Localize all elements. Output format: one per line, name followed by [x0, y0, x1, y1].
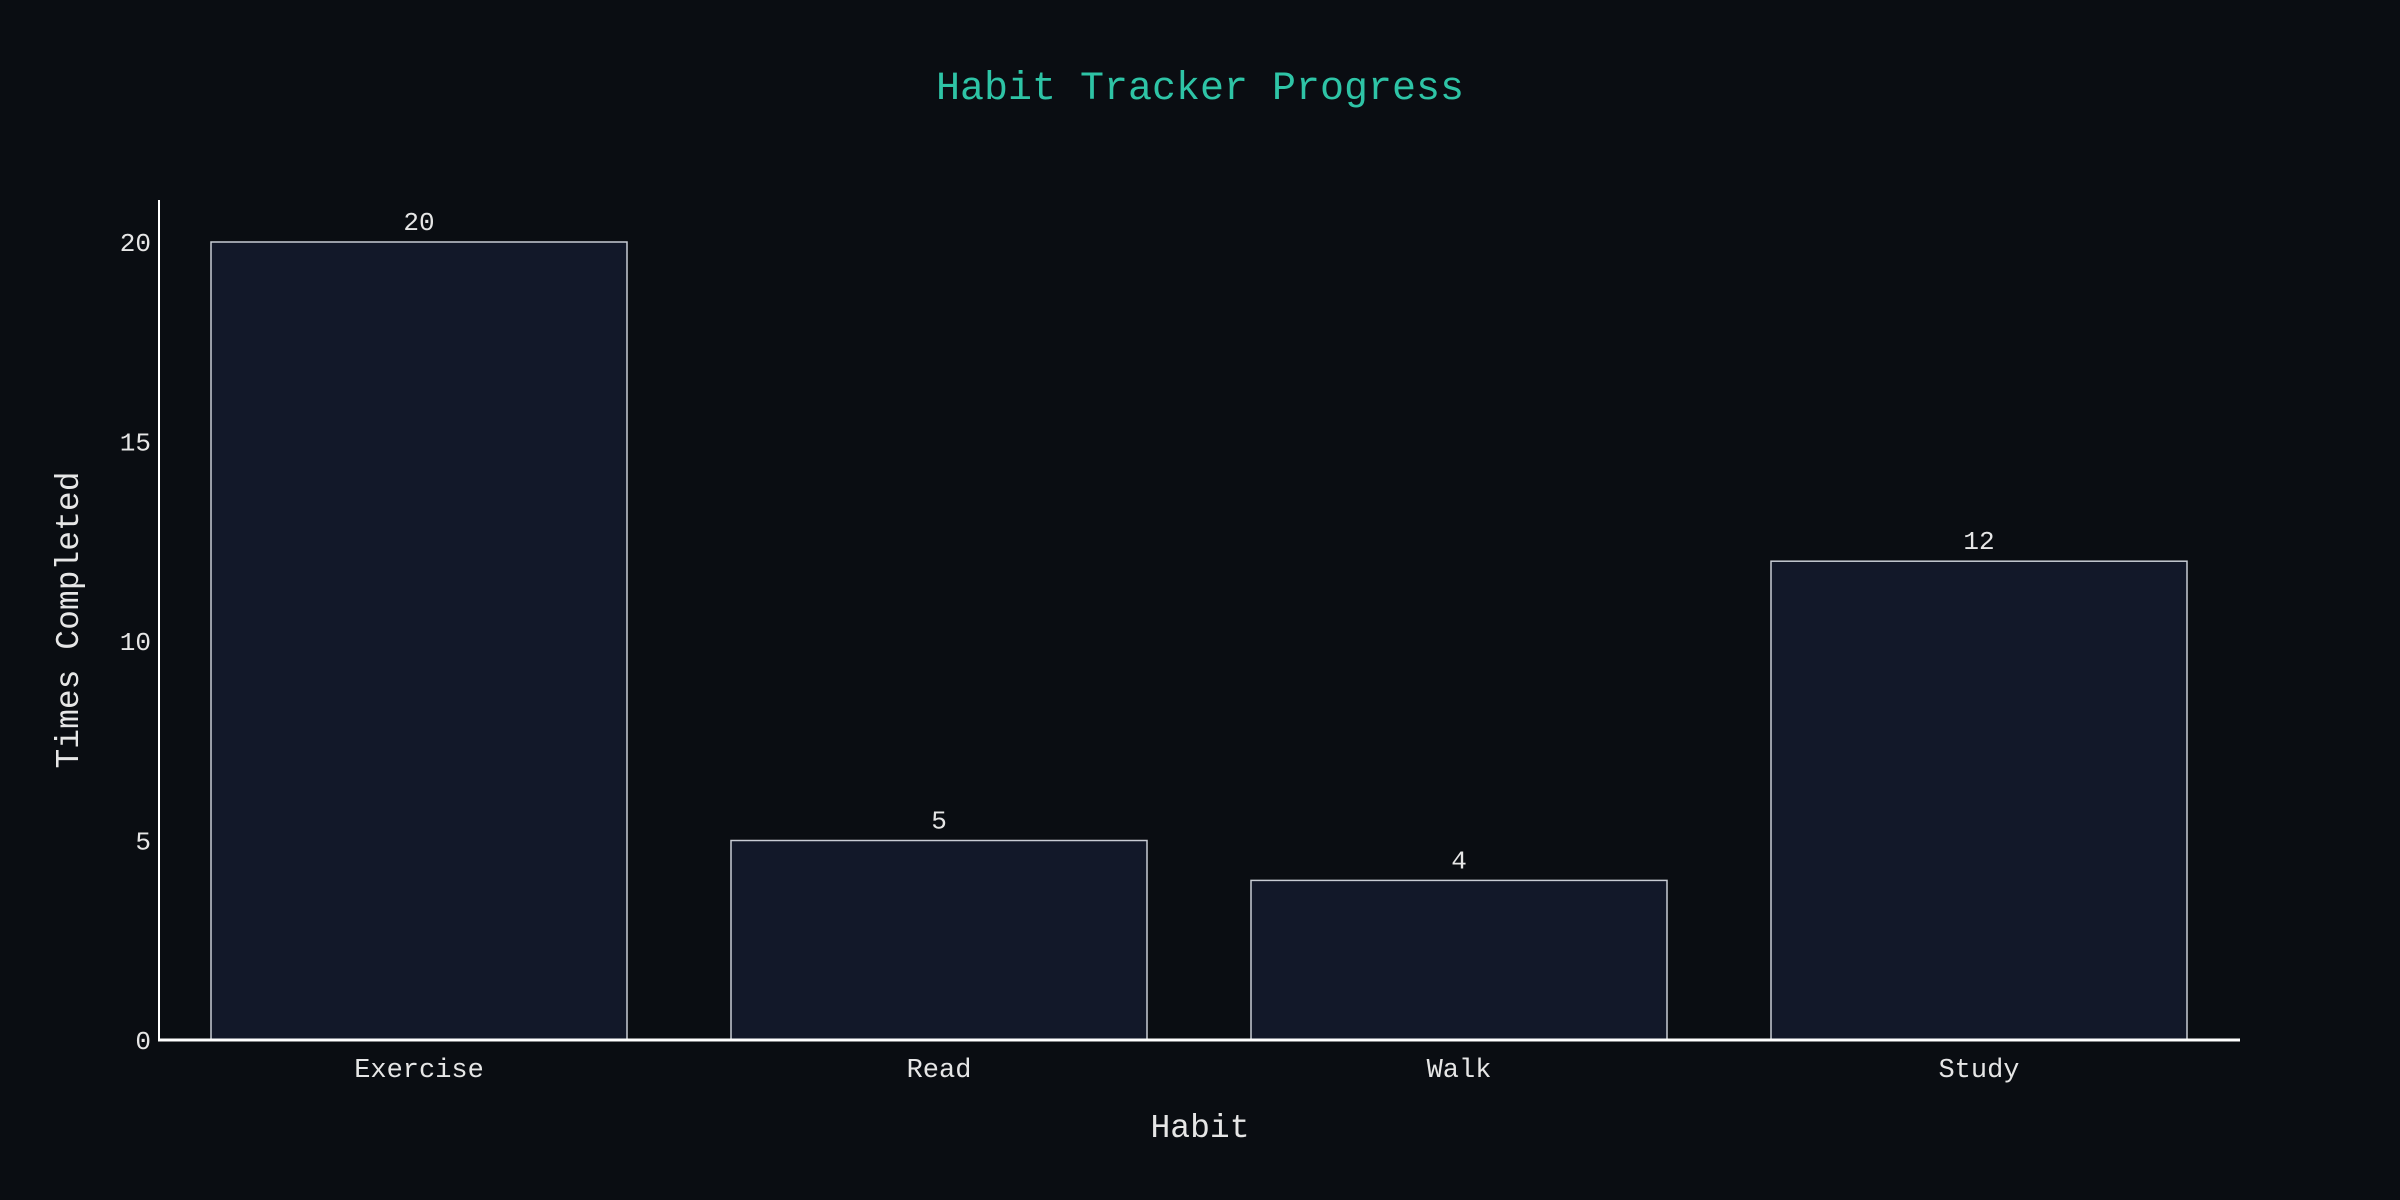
x-tick-label-exercise: Exercise — [354, 1056, 484, 1086]
data-label-read: 5 — [931, 807, 947, 837]
y-axis-label: Times Completed — [51, 471, 88, 768]
bar-read — [730, 839, 1148, 1041]
bars-layer — [210, 241, 2188, 1041]
chart-title: Habit Tracker Progress — [936, 67, 1464, 112]
data-label-exercise: 20 — [403, 208, 434, 238]
x-tick-label-read: Read — [907, 1056, 972, 1086]
y-tick-label-20: 20 — [120, 229, 151, 259]
bar-study — [1770, 560, 2188, 1041]
bar-walk — [1250, 879, 1668, 1041]
x-tick-label-study: Study — [1938, 1056, 2019, 1086]
y-tick-label-10: 10 — [120, 628, 151, 658]
y-tick-label-0: 0 — [135, 1027, 151, 1057]
y-tick-label-5: 5 — [135, 828, 151, 858]
y-tick-label-15: 15 — [120, 429, 151, 459]
bar-exercise — [210, 241, 628, 1041]
data-label-walk: 4 — [1451, 846, 1467, 876]
labels-layer: 20 Exercise 5 Read 4 Walk 12 Study 0 5 10 15 20 — [120, 208, 2020, 1086]
data-label-study: 12 — [1963, 527, 1994, 557]
x-tick-label-walk: Walk — [1427, 1056, 1492, 1086]
x-axis-label: Habit — [1150, 1110, 1249, 1147]
axes-layer — [158, 200, 2240, 1042]
